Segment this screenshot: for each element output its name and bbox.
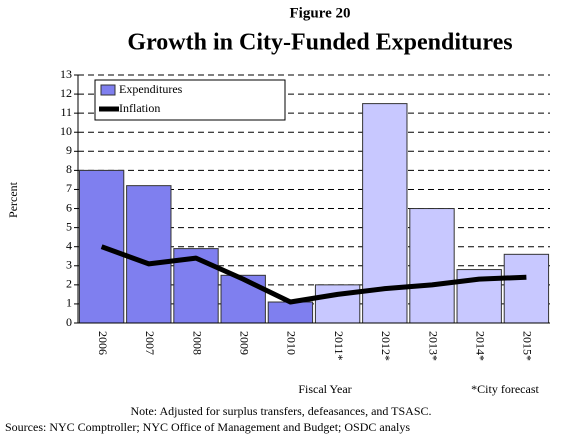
x-tick-label: 2015* bbox=[521, 331, 535, 361]
bar bbox=[267, 301, 314, 324]
x-tick-label: 2009 bbox=[237, 331, 251, 355]
y-tick-label: 0 bbox=[66, 315, 72, 329]
x-tick-label: 2006 bbox=[96, 331, 110, 355]
x-tick-label: 2013* bbox=[426, 331, 440, 361]
line bbox=[100, 244, 527, 305]
x-axis-label: Fiscal Year bbox=[298, 382, 351, 396]
annotation: *City forecast bbox=[471, 382, 539, 396]
x-tick-label: 2012* bbox=[379, 331, 393, 361]
y-tick-label: 1 bbox=[66, 296, 72, 310]
y-tick-label: 13 bbox=[60, 67, 72, 81]
chart-title: Growth in City-Funded Expenditures bbox=[127, 30, 512, 56]
bar bbox=[126, 185, 172, 324]
bar bbox=[220, 274, 266, 324]
y-tick-label: 11 bbox=[60, 105, 72, 119]
legend-box bbox=[94, 79, 286, 121]
legend-label: Expenditures bbox=[119, 82, 183, 96]
y-axis-label: Percent bbox=[6, 181, 20, 218]
y-tick-label: 2 bbox=[66, 277, 72, 291]
y-tick-label: 7 bbox=[66, 181, 72, 195]
y-tick-label: 12 bbox=[60, 86, 72, 100]
figure-number: Figure 20 bbox=[290, 5, 351, 21]
legend-label: Inflation bbox=[119, 101, 160, 115]
y-tick-label: 3 bbox=[66, 258, 72, 272]
note: Note: Adjusted for surplus transfers, de… bbox=[130, 404, 431, 418]
y-tick-label: 5 bbox=[66, 219, 72, 233]
legend-swatch bbox=[100, 84, 116, 96]
x-tick-label: 2010 bbox=[285, 331, 299, 355]
x-tick-label: 2008 bbox=[190, 331, 204, 355]
y-tick-label: 4 bbox=[66, 238, 72, 252]
sources: Sources: NYC Comptroller; NYC Office of … bbox=[5, 420, 410, 434]
x-tick-label: 2011* bbox=[332, 331, 346, 361]
y-tick-label: 6 bbox=[66, 200, 72, 214]
y-tick-label: 10 bbox=[60, 124, 72, 138]
y-tick-label: 9 bbox=[66, 143, 72, 157]
y-tick-label: 8 bbox=[66, 162, 72, 176]
bar bbox=[503, 253, 550, 324]
x-tick-label: 2007 bbox=[143, 331, 157, 355]
x-tick-label: 2014* bbox=[473, 331, 487, 361]
bar bbox=[409, 208, 455, 324]
